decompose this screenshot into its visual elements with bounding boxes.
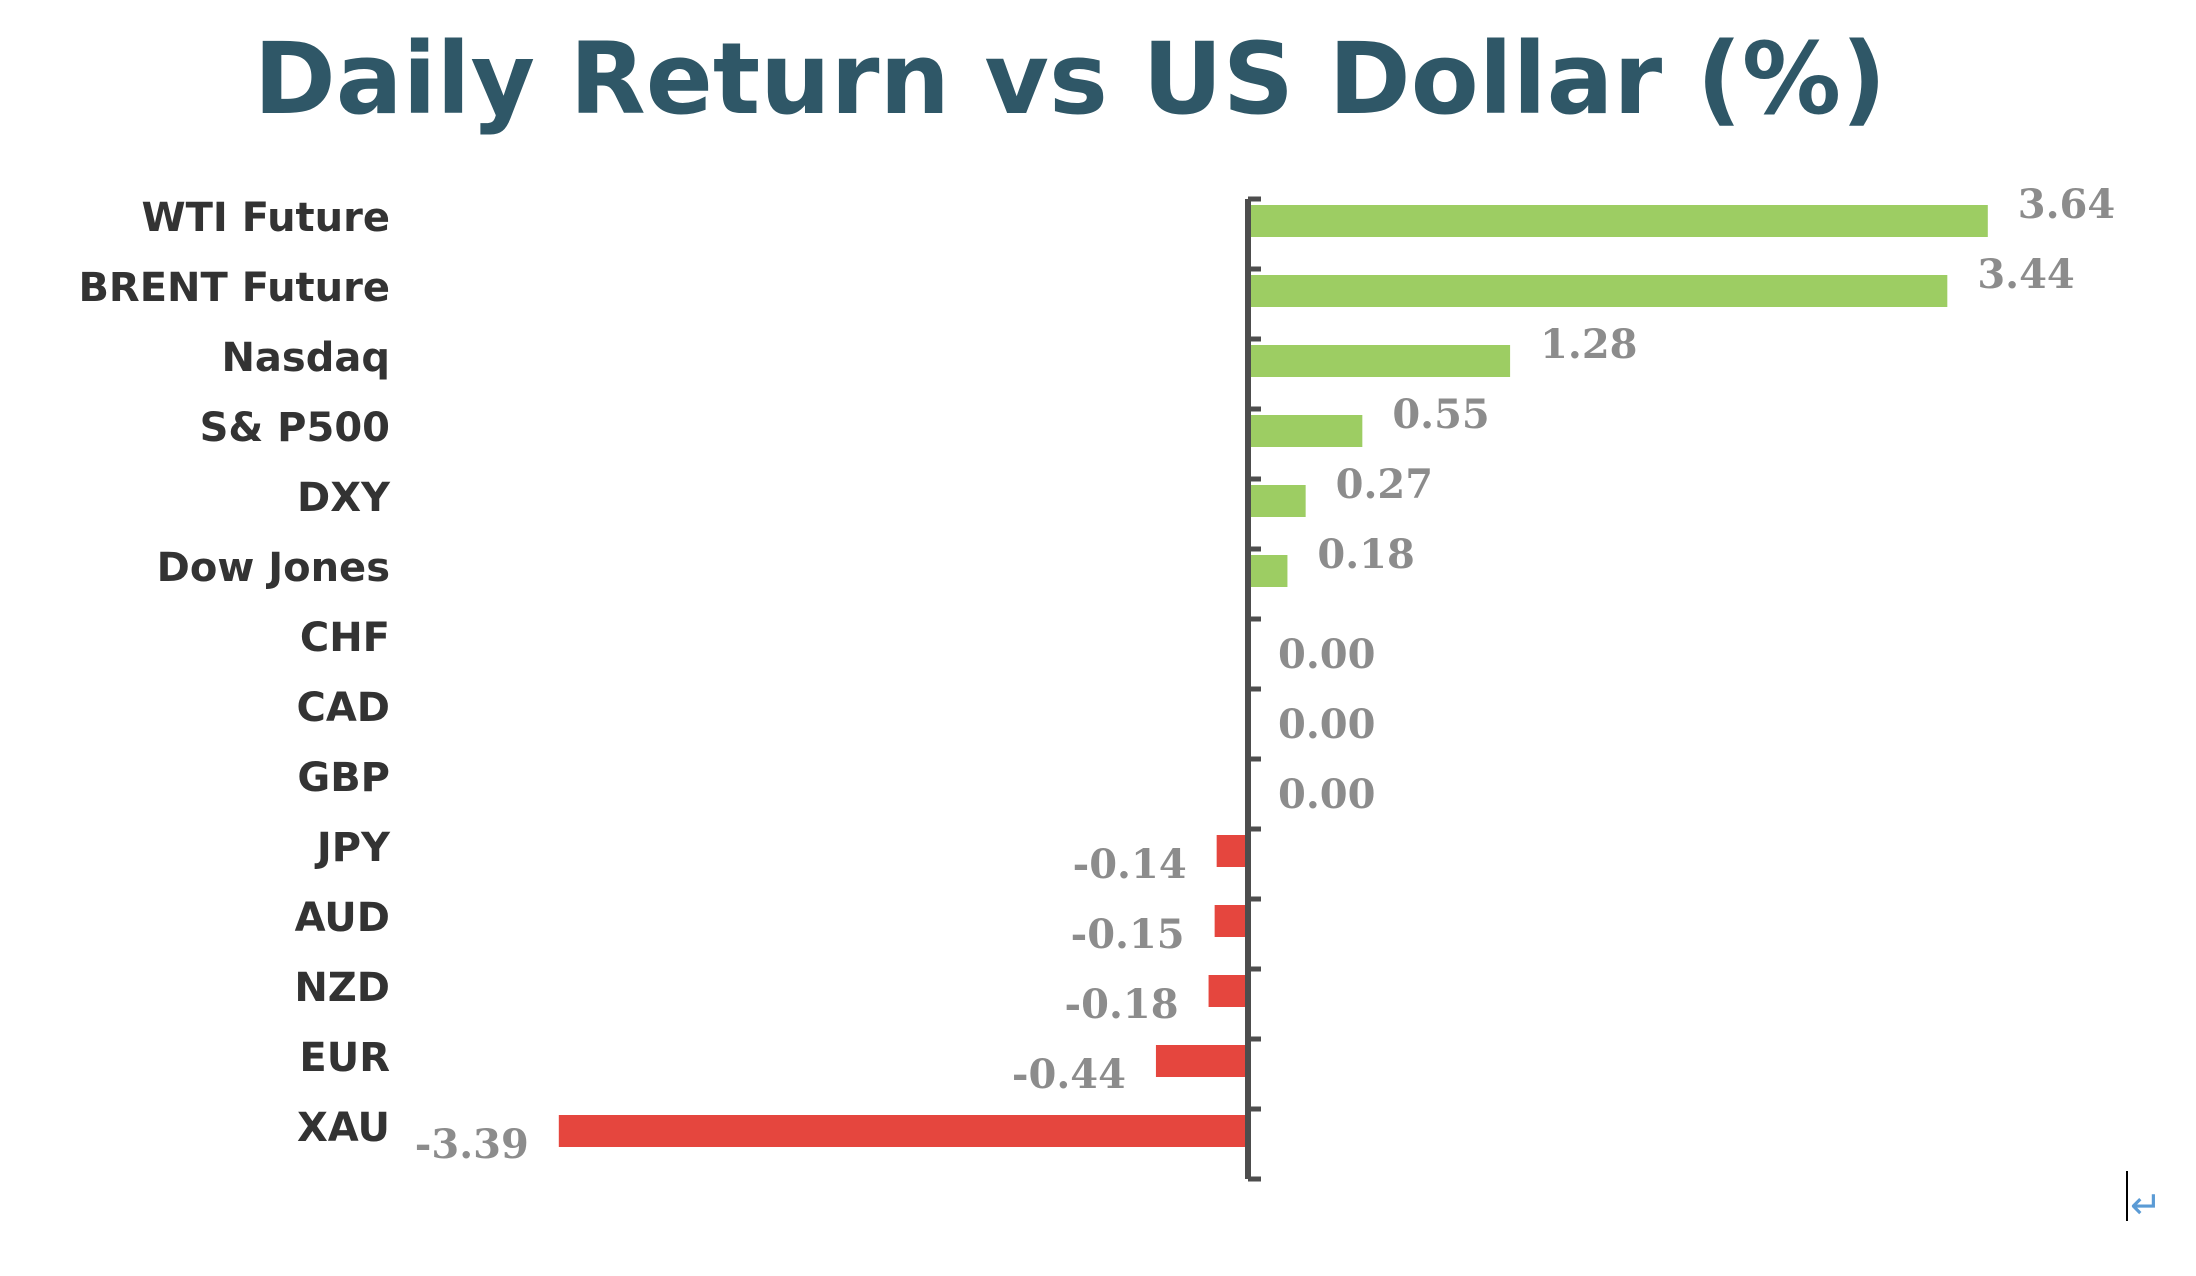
data-label: 0.55 bbox=[1392, 391, 1489, 438]
data-label: 0.00 bbox=[1278, 631, 1375, 678]
category-label: DXY bbox=[297, 475, 391, 521]
category-label: CAD bbox=[296, 685, 390, 731]
data-label: -0.14 bbox=[1073, 841, 1187, 888]
bar bbox=[1251, 415, 1363, 447]
data-label: 0.00 bbox=[1278, 701, 1375, 748]
category-label: AUD bbox=[295, 895, 390, 941]
bar bbox=[1216, 835, 1245, 867]
category-label: EUR bbox=[299, 1035, 390, 1081]
chart-title: Daily Return vs US Dollar (%) bbox=[254, 22, 1887, 137]
category-label: Dow Jones bbox=[157, 545, 390, 591]
data-label: 0.27 bbox=[1336, 461, 1433, 508]
category-label: WTI Future bbox=[142, 195, 390, 241]
category-label: CHF bbox=[300, 615, 390, 661]
bar bbox=[1251, 485, 1306, 517]
data-label: -3.39 bbox=[415, 1121, 529, 1168]
data-label: 0.00 bbox=[1278, 771, 1375, 818]
category-labels: WTI Future BRENT Future Nasdaq S& P500 DXY Do… bbox=[78, 195, 391, 1151]
bar bbox=[1208, 975, 1245, 1007]
data-label: -0.44 bbox=[1012, 1051, 1126, 1098]
category-label: JPY bbox=[314, 825, 391, 871]
category-label: BRENT Future bbox=[78, 265, 390, 311]
bars bbox=[558, 205, 1988, 1147]
bar bbox=[1251, 345, 1511, 377]
y-axis bbox=[1245, 196, 1261, 1182]
bar bbox=[1155, 1045, 1245, 1077]
data-label: 0.18 bbox=[1317, 531, 1414, 578]
paragraph-return-icon: ↵ bbox=[2130, 1183, 2162, 1227]
value-labels: 3.64 3.44 1.28 0.55 0.27 0.18 0.00 0.00 0.00 -0.1… bbox=[415, 181, 2115, 1168]
data-label: 3.64 bbox=[2018, 181, 2115, 228]
category-label: XAU bbox=[297, 1105, 390, 1151]
data-label: 3.44 bbox=[1977, 251, 2074, 298]
bar bbox=[1214, 905, 1245, 937]
bar bbox=[1251, 555, 1288, 587]
bar bbox=[1251, 275, 1948, 307]
category-label: S& P500 bbox=[200, 405, 390, 451]
data-label: -0.18 bbox=[1065, 981, 1179, 1028]
data-label: 1.28 bbox=[1540, 321, 1637, 368]
category-label: Nasdaq bbox=[221, 335, 390, 381]
bar bbox=[1251, 205, 1988, 237]
category-label: GBP bbox=[297, 755, 390, 801]
category-label: NZD bbox=[294, 965, 390, 1011]
data-label: -0.15 bbox=[1071, 911, 1185, 958]
bar bbox=[558, 1115, 1245, 1147]
